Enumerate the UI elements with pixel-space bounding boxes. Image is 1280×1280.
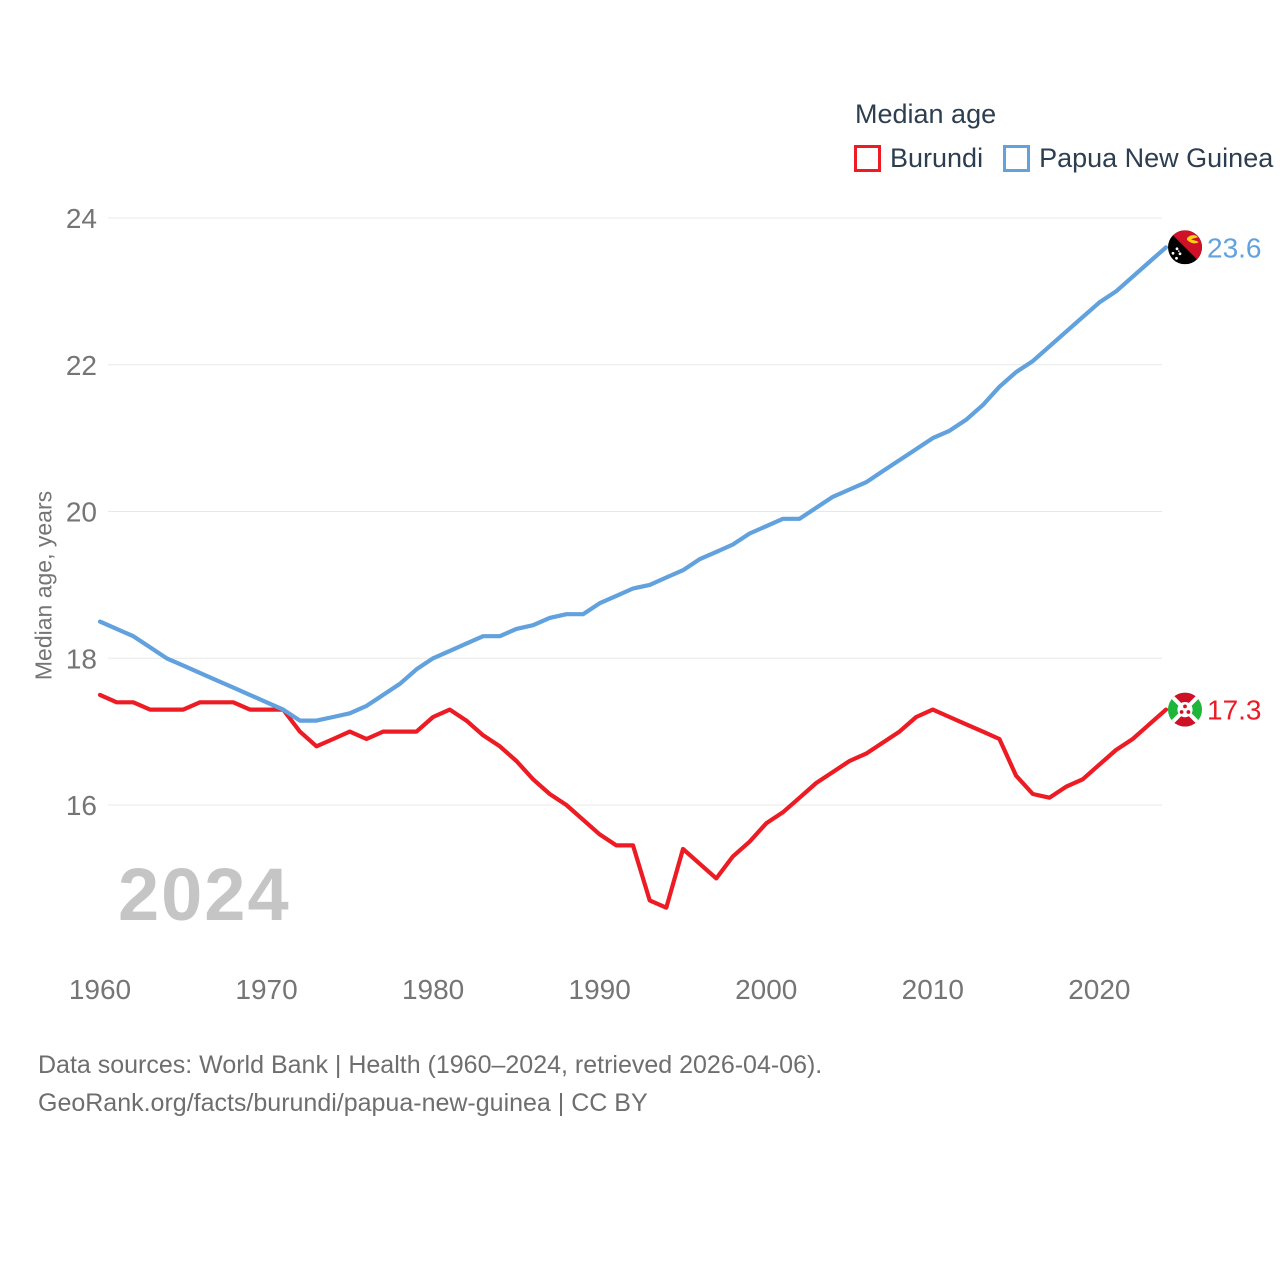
- footer: Data sources: World Bank | Health (1960–…: [38, 1046, 822, 1122]
- chart-title: Median age: [855, 99, 997, 129]
- x-tick-label: 2000: [735, 974, 797, 1005]
- y-tick-label: 22: [66, 350, 97, 381]
- y-tick-label: 20: [66, 497, 97, 528]
- burundi-flag-icon: [1168, 693, 1202, 727]
- legend-label-papua-new-guinea: Papua New Guinea: [1039, 143, 1274, 173]
- year-watermark: 2024: [118, 853, 291, 936]
- x-tick-label: 2010: [902, 974, 964, 1005]
- series-line-papua-new-guinea: [97, 245, 1169, 723]
- legend-item-burundi: Burundi: [854, 143, 983, 174]
- legend: Burundi Papua New Guinea: [854, 143, 1273, 174]
- papua-new-guinea-flag-icon: [1168, 230, 1202, 264]
- x-tick-label: 2020: [1068, 974, 1130, 1005]
- y-tick-label: 16: [66, 790, 97, 821]
- y-tick-label: 24: [66, 203, 97, 234]
- x-tick-label: 1970: [235, 974, 297, 1005]
- y-tick-label: 18: [66, 643, 97, 674]
- footer-attribution: GeoRank.org/facts/burundi/papua-new-guin…: [38, 1089, 648, 1117]
- series-line-burundi: [97, 692, 1169, 910]
- x-tick-label: 1980: [402, 974, 464, 1005]
- x-tick-label: 1990: [569, 974, 631, 1005]
- y-axis-title: Median age, years: [30, 490, 57, 681]
- footer-data-sources: Data sources: World Bank | Health (1960–…: [38, 1051, 823, 1079]
- papua-new-guinea-color-swatch: [1003, 145, 1031, 172]
- end-value-label-burundi: 17.3: [1207, 695, 1262, 726]
- burundi-color-swatch: [854, 145, 881, 172]
- legend-label-burundi: Burundi: [890, 143, 984, 173]
- end-value-label-papua-new-guinea: 23.6: [1207, 232, 1262, 263]
- legend-item-papua-new-guinea: Papua New Guinea: [1003, 143, 1273, 174]
- x-tick-label: 1960: [69, 974, 131, 1005]
